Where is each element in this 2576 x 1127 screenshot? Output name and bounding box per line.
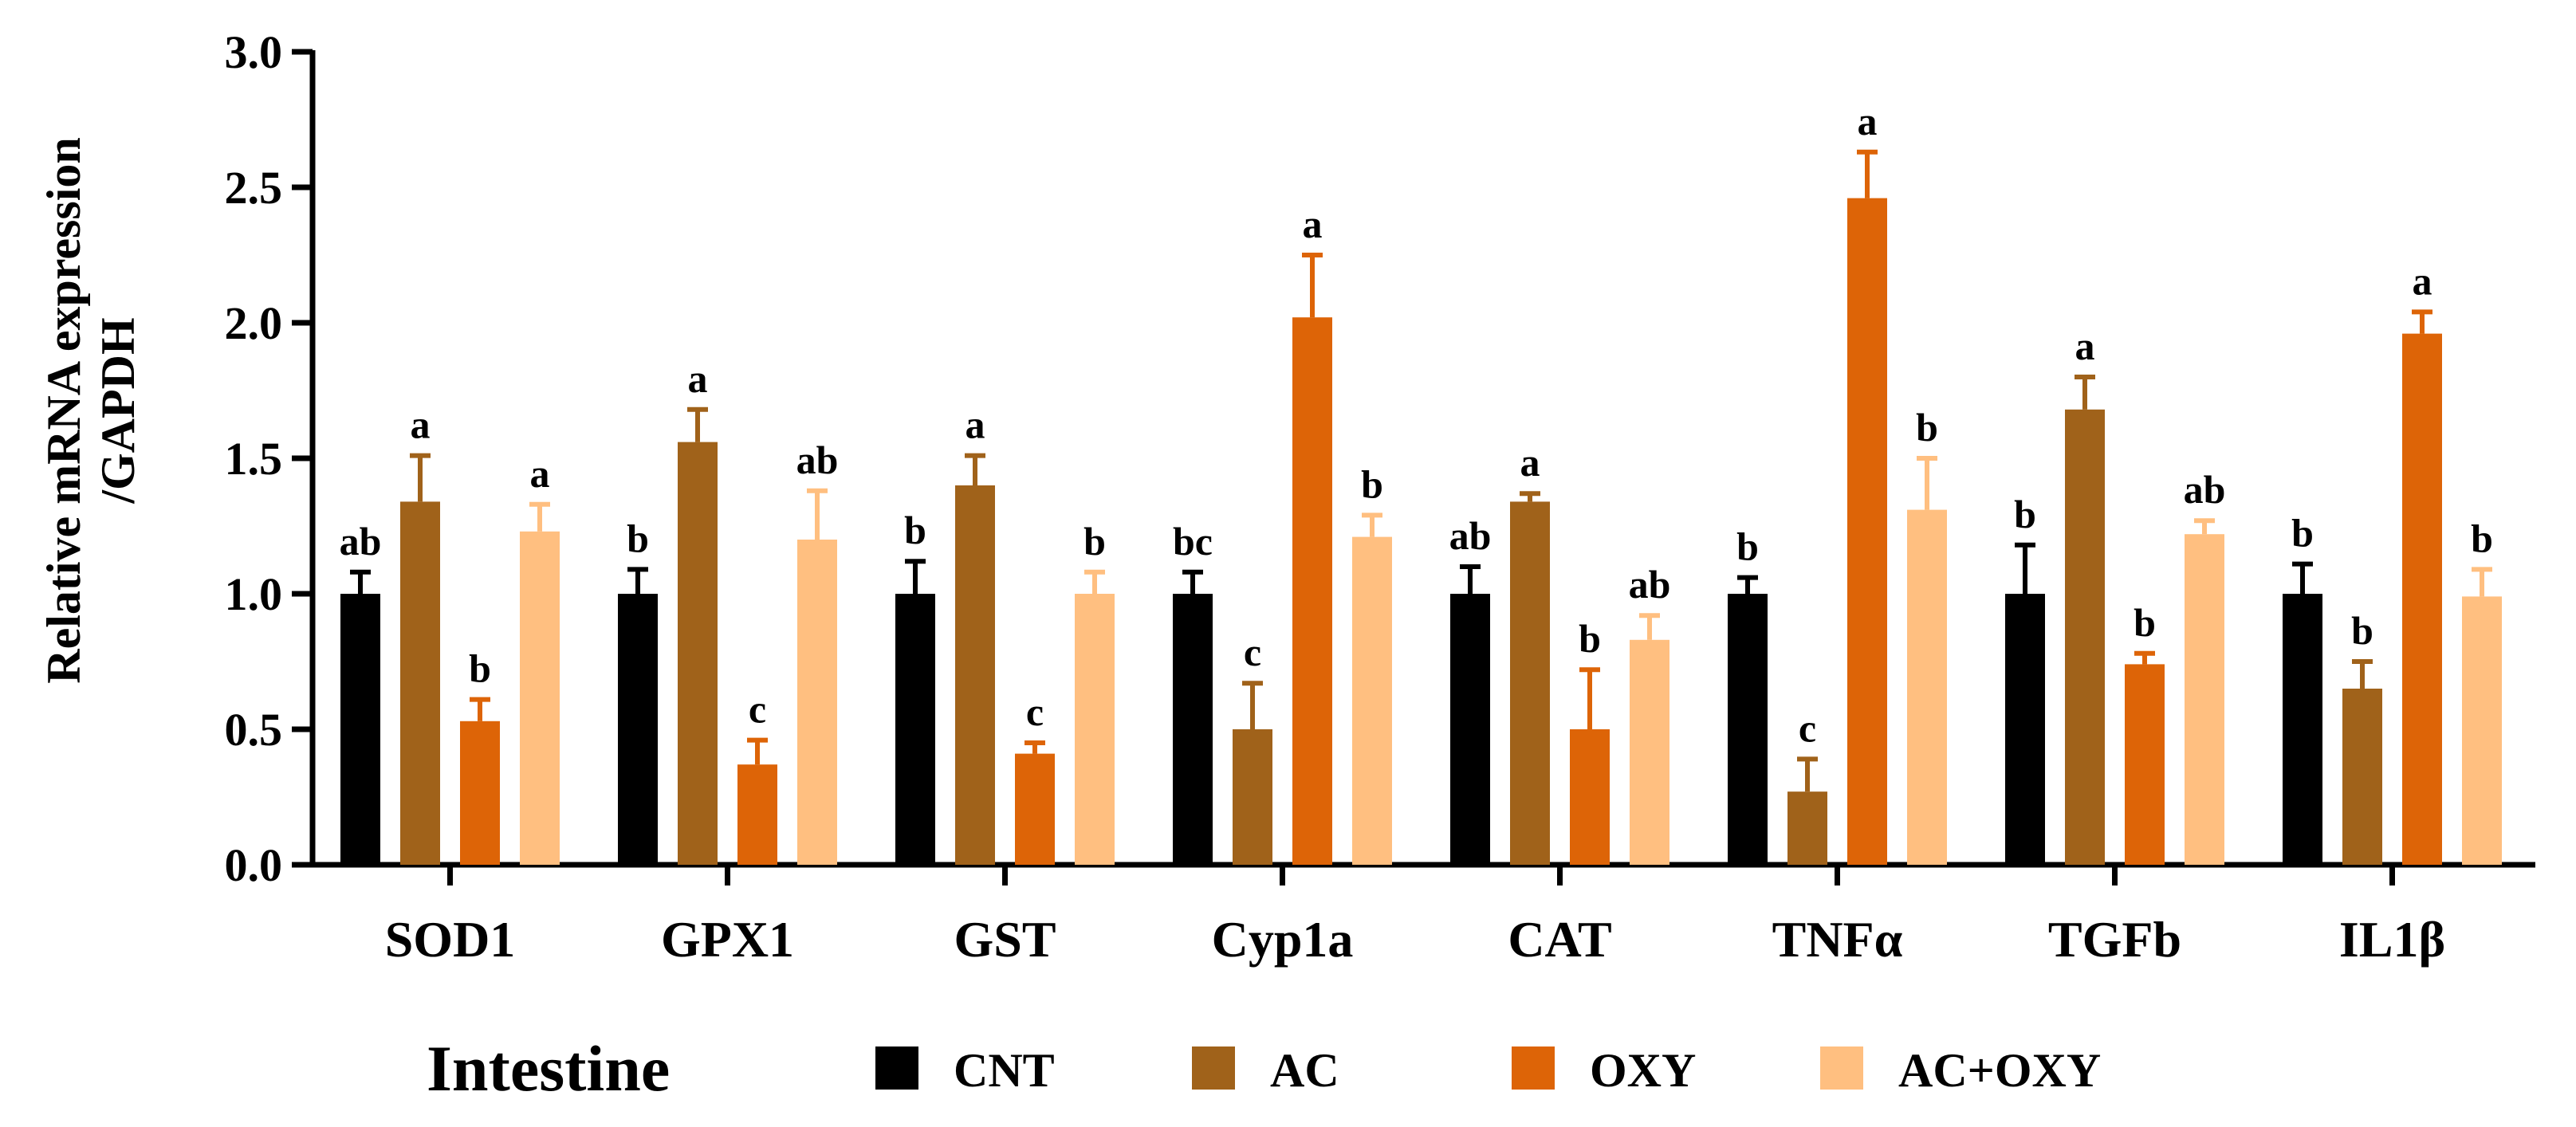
x-tick-label: SOD1	[385, 911, 516, 968]
bar-il1-ac	[2342, 689, 2382, 865]
y-axis-label: Relative mRNA expression /GAPDH	[37, 137, 144, 684]
significance-label: b	[904, 508, 926, 552]
legend-swatch-cnt	[875, 1046, 918, 1090]
significance-label: a	[2413, 258, 2432, 303]
bar-cyp1a-ac-oxy	[1352, 536, 1392, 865]
bar-gst-oxy	[1015, 753, 1055, 865]
legend-swatch-ac-oxy	[1820, 1046, 1863, 1090]
legend-label: OXY	[1590, 1044, 1696, 1097]
bar-cyp1a-ac	[1233, 729, 1272, 865]
y-tick-label: 0.5	[225, 704, 283, 756]
legend-swatch-ac	[1192, 1046, 1235, 1090]
bar-tnf-oxy	[1847, 198, 1887, 866]
significance-label: bc	[1173, 519, 1213, 564]
y-tick-label: 3.0	[225, 26, 283, 78]
significance-label: a	[966, 402, 985, 447]
significance-label: b	[1579, 616, 1601, 661]
significance-label: a	[1858, 99, 1878, 143]
significance-label: b	[627, 516, 649, 560]
bar-il1-oxy	[2402, 333, 2442, 866]
significance-label: b	[2471, 516, 2493, 560]
bar-tnf-ac	[1787, 791, 1827, 865]
bar-cat-oxy	[1570, 729, 1610, 865]
significance-label: c	[1799, 705, 1816, 750]
x-tick-label: IL1β	[2339, 911, 2445, 968]
legend-swatch-oxy	[1512, 1046, 1555, 1090]
y-tick-label: 1.0	[225, 568, 283, 620]
significance-label: b	[469, 646, 491, 691]
bar-gpx1-ac-oxy	[797, 540, 837, 865]
significance-label: a	[411, 402, 431, 447]
significance-label: a	[688, 356, 708, 401]
x-tick-label: GPX1	[661, 911, 794, 968]
x-tick-label: Cyp1a	[1212, 911, 1354, 968]
legend-label: AC	[1270, 1044, 1339, 1097]
significance-label: a	[2075, 324, 2095, 368]
y-tick-label: 1.5	[225, 433, 283, 485]
bar-sod1-ac	[400, 501, 440, 865]
significance-label: ab	[1449, 513, 1492, 558]
x-tick-label: TNFα	[1772, 911, 1903, 968]
bar-sod1-oxy	[460, 721, 500, 865]
legend-label: AC+OXY	[1898, 1044, 2101, 1097]
legend-title: Intestine	[427, 1032, 670, 1105]
legend: Intestine CNT AC OXY AC+OXY	[427, 1032, 2101, 1105]
significance-label: ab	[340, 519, 382, 564]
significance-label: b	[2134, 600, 2156, 645]
significance-label: b	[1083, 519, 1106, 564]
significance-label: ab	[796, 438, 839, 482]
x-tick-label: CAT	[1508, 911, 1611, 968]
bar-tgfb-oxy	[2125, 664, 2165, 865]
plot-area: 0.00.51.01.52.02.53.0ababaSOD1bacabGPX1b…	[225, 26, 2535, 968]
bar-cat-ac	[1510, 501, 1550, 865]
y-tick-label: 2.5	[225, 162, 283, 214]
bar-il1-ac-oxy	[2462, 596, 2502, 865]
y-tick-label: 0.0	[225, 839, 283, 891]
significance-label: b	[2014, 492, 2036, 536]
significance-label: c	[1026, 689, 1044, 734]
bar-gst-ac	[955, 485, 995, 865]
x-tick-label: GST	[954, 911, 1056, 968]
bar-sod1-ac-oxy	[520, 531, 560, 865]
bar-sod1-cnt	[340, 594, 380, 865]
significance-label: c	[1244, 630, 1261, 674]
bar-gpx1-ac	[678, 442, 718, 865]
significance-label: ab	[1629, 562, 1671, 607]
bar-il1-cnt	[2283, 594, 2322, 865]
significance-label: a	[530, 451, 550, 496]
legend-label: CNT	[954, 1044, 1055, 1097]
significance-label: b	[1916, 405, 1938, 450]
bar-tnf-cnt	[1728, 594, 1768, 865]
bar-tgfb-cnt	[2005, 594, 2045, 865]
bar-tnf-ac-oxy	[1907, 509, 1947, 865]
significance-label: a	[1520, 440, 1540, 485]
y-tick-label: 2.0	[225, 297, 283, 349]
y-axis-label-line-2: /GAPDH	[92, 317, 144, 504]
bar-tgfb-ac	[2065, 409, 2105, 865]
bar-gpx1-oxy	[737, 764, 777, 865]
bar-cat-cnt	[1450, 594, 1490, 865]
bar-gst-ac-oxy	[1075, 594, 1115, 865]
bar-gpx1-cnt	[618, 594, 658, 865]
significance-label: ab	[2184, 467, 2226, 512]
bar-cyp1a-cnt	[1173, 594, 1213, 865]
significance-label: c	[749, 687, 766, 732]
significance-label: a	[1303, 202, 1323, 246]
significance-label: b	[2291, 511, 2314, 556]
bar-gst-cnt	[895, 594, 935, 865]
bar-cat-ac-oxy	[1630, 639, 1669, 865]
x-tick-label: TGFb	[2048, 911, 2181, 968]
significance-label: b	[2351, 608, 2373, 653]
significance-label: b	[1736, 524, 1759, 569]
bar-tgfb-ac-oxy	[2185, 534, 2224, 865]
bar-cyp1a-oxy	[1292, 317, 1332, 865]
y-axis-label-line-1: Relative mRNA expression	[37, 137, 90, 684]
significance-label: b	[1361, 461, 1383, 506]
